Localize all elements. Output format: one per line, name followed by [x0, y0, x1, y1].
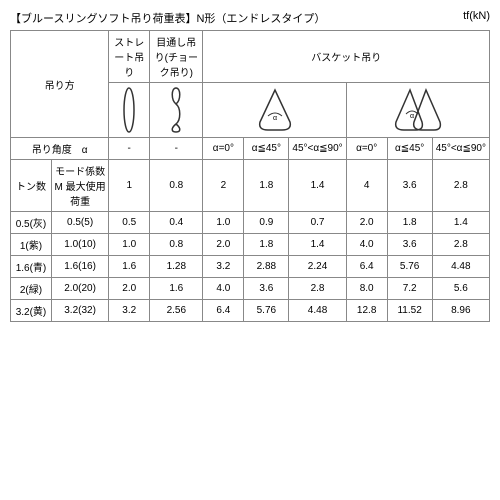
value-cell: 5.76	[244, 300, 289, 322]
value-cell: 2.24	[289, 256, 346, 278]
angle-dash2: -	[150, 138, 203, 160]
value-cell: 4.0	[203, 278, 244, 300]
header-basket: バスケット吊り	[203, 31, 490, 83]
svg-text:α: α	[410, 113, 414, 120]
value-cell: 2.56	[150, 300, 203, 322]
unit-label: tf(kN)	[463, 10, 490, 26]
value-cell: 5.76	[387, 256, 432, 278]
ton-cell: 1(紫)	[11, 234, 52, 256]
value-cell: 3.2	[203, 256, 244, 278]
table-row: 0.5(灰)0.5(5)0.50.41.00.90.72.01.81.4	[11, 212, 490, 234]
header-method: 吊り方	[11, 31, 109, 138]
value-cell: 3.6	[387, 234, 432, 256]
factor-1: 1	[109, 160, 150, 212]
angle-a45-1: α≦45°	[244, 138, 289, 160]
value-cell: 1.4	[289, 234, 346, 256]
angle-a0-1: α=0°	[203, 138, 244, 160]
angle-a90-1: 45°<α≦90°	[289, 138, 346, 160]
angle-dash1: -	[109, 138, 150, 160]
value-cell: 12.8	[346, 300, 387, 322]
basket-double-icon: α	[346, 83, 489, 138]
value-cell: 4.48	[289, 300, 346, 322]
mode-cell: 0.5(5)	[51, 212, 108, 234]
value-cell: 6.4	[346, 256, 387, 278]
mode-cell: 1.6(16)	[51, 256, 108, 278]
value-cell: 2.8	[432, 234, 489, 256]
value-cell: 3.2	[109, 300, 150, 322]
value-cell: 0.8	[150, 234, 203, 256]
value-cell: 2.0	[109, 278, 150, 300]
straight-icon	[109, 83, 150, 138]
factor-28: 2.8	[432, 160, 489, 212]
value-cell: 0.4	[150, 212, 203, 234]
value-cell: 2.0	[346, 212, 387, 234]
value-cell: 1.0	[109, 234, 150, 256]
svg-text:α: α	[273, 115, 277, 122]
value-cell: 8.96	[432, 300, 489, 322]
mode-cell: 2.0(20)	[51, 278, 108, 300]
value-cell: 1.8	[387, 212, 432, 234]
value-cell: 0.9	[244, 212, 289, 234]
basket-single-icon: α	[203, 83, 346, 138]
choke-icon	[150, 83, 203, 138]
ton-cell: 2(緑)	[11, 278, 52, 300]
value-cell: 6.4	[203, 300, 244, 322]
value-cell: 2.8	[289, 278, 346, 300]
factor-14: 1.4	[289, 160, 346, 212]
table-row: 2(緑)2.0(20)2.01.64.03.62.88.07.25.6	[11, 278, 490, 300]
factor-4: 4	[346, 160, 387, 212]
value-cell: 5.6	[432, 278, 489, 300]
value-cell: 2.88	[244, 256, 289, 278]
value-cell: 4.0	[346, 234, 387, 256]
table-row: 1(紫)1.0(10)1.00.82.01.81.44.03.62.8	[11, 234, 490, 256]
ton-cell: 1.6(青)	[11, 256, 52, 278]
header-straight: ストレート吊り	[109, 31, 150, 83]
value-cell: 3.6	[244, 278, 289, 300]
table-row: 3.2(黄)3.2(32)3.22.566.45.764.4812.811.52…	[11, 300, 490, 322]
value-cell: 1.6	[150, 278, 203, 300]
value-cell: 1.28	[150, 256, 203, 278]
ton-cell: 3.2(黄)	[11, 300, 52, 322]
factor-2: 2	[203, 160, 244, 212]
header-angle: 吊り角度 α	[11, 138, 109, 160]
value-cell: 11.52	[387, 300, 432, 322]
header-choke: 目通し吊り(チョーク吊り)	[150, 31, 203, 83]
factor-18: 1.8	[244, 160, 289, 212]
value-cell: 4.48	[432, 256, 489, 278]
value-cell: 2.0	[203, 234, 244, 256]
title-row: 【ブルースリングソフト吊り荷重表】N形（エンドレスタイプ） tf(kN)	[10, 10, 490, 26]
load-table: 吊り方 ストレート吊り 目通し吊り(チョーク吊り) バスケット吊り α α 吊り…	[10, 30, 490, 322]
value-cell: 8.0	[346, 278, 387, 300]
factor-08: 0.8	[150, 160, 203, 212]
factor-36: 3.6	[387, 160, 432, 212]
angle-a45-2: α≦45°	[387, 138, 432, 160]
mode-cell: 1.0(10)	[51, 234, 108, 256]
table-title: 【ブルースリングソフト吊り荷重表】N形（エンドレスタイプ）	[10, 10, 325, 26]
value-cell: 0.5	[109, 212, 150, 234]
header-mode: モード係数M 最大使用荷重	[51, 160, 108, 212]
value-cell: 7.2	[387, 278, 432, 300]
angle-a90-2: 45°<α≦90°	[432, 138, 489, 160]
header-ton: トン数	[11, 160, 52, 212]
angle-a0-2: α=0°	[346, 138, 387, 160]
mode-cell: 3.2(32)	[51, 300, 108, 322]
value-cell: 1.0	[203, 212, 244, 234]
value-cell: 1.6	[109, 256, 150, 278]
ton-cell: 0.5(灰)	[11, 212, 52, 234]
value-cell: 1.8	[244, 234, 289, 256]
value-cell: 0.7	[289, 212, 346, 234]
value-cell: 1.4	[432, 212, 489, 234]
table-row: 1.6(青)1.6(16)1.61.283.22.882.246.45.764.…	[11, 256, 490, 278]
